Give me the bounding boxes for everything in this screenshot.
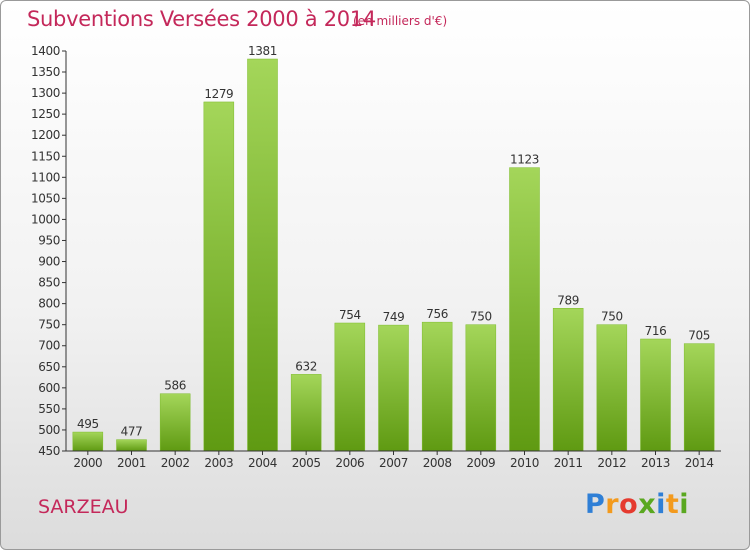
x-tick-label: 2006 [335,456,364,470]
x-tick-label: 2007 [379,456,408,470]
bar-value-label: 705 [688,329,710,343]
y-tick-label: 1150 [31,149,60,163]
bar-value-label: 495 [77,417,99,431]
logo-letter: x [638,489,657,520]
bar-value-label: 716 [645,324,667,338]
logo-letter: o [619,489,639,520]
y-tick-label: 650 [38,360,60,374]
commune-name: SARZEAU [38,496,129,518]
x-tick-label: 2001 [117,456,146,470]
bar-value-label: 754 [339,308,361,322]
chart-title: Subventions Versées 2000 à 2014 [27,7,376,31]
y-tick-label: 450 [38,444,60,458]
bar-value-label: 1381 [248,44,277,58]
x-tick-label: 2012 [597,456,626,470]
x-tick-label: 2002 [161,456,190,470]
x-tick-label: 2009 [466,456,495,470]
bar-value-label: 586 [164,379,186,393]
bar [116,439,147,452]
logo-letter: P [585,489,606,520]
y-tick-label: 1100 [31,170,60,184]
x-tick-label: 2008 [423,456,452,470]
x-tick-label: 2011 [554,456,583,470]
bar [247,58,278,452]
bar-value-label: 1279 [204,87,233,101]
bar [640,338,671,452]
bar-value-label: 1123 [510,153,539,167]
y-tick-label: 750 [38,318,60,332]
bar [465,324,497,452]
y-tick-label: 900 [38,255,60,269]
y-tick-label: 700 [38,339,60,353]
y-tick-label: 950 [38,233,60,247]
logo-letter: i [679,489,690,520]
x-tick-label: 2005 [292,456,321,470]
bar [72,431,104,452]
bar [334,322,366,452]
logo-letter: i [656,489,666,520]
logo-letter: t [665,489,680,520]
proxiti-logo[interactable]: Proxiti [585,489,689,520]
bar [596,324,628,452]
x-tick-label: 2000 [73,456,102,470]
y-tick-label: 600 [38,381,60,395]
y-tick-label: 1250 [31,107,60,121]
y-tick-label: 1350 [31,65,60,79]
y-tick-label: 1200 [31,128,60,142]
bar [290,374,322,452]
bar-value-label: 477 [121,425,143,439]
bar-value-label: 750 [470,310,492,324]
y-tick-label: 1300 [31,86,60,100]
bar-value-label: 632 [295,359,317,373]
bar [509,167,540,452]
chart-subtitle: (en milliers d'€) [353,14,448,28]
bar [552,308,584,452]
y-tick-label: 1050 [31,191,60,205]
x-tick-label: 2014 [685,456,714,470]
bar [683,343,715,452]
y-tick-label: 1000 [31,212,60,226]
y-tick-label: 500 [38,423,60,437]
x-tick-label: 2004 [248,456,277,470]
x-tick-label: 2010 [510,456,539,470]
y-tick-label: 800 [38,297,60,311]
bar [203,101,235,452]
logo-letter: r [605,489,620,520]
bar-value-label: 789 [557,293,579,307]
bar [378,324,409,452]
bar-value-label: 756 [426,307,448,321]
x-tick-label: 2013 [641,456,670,470]
y-tick-label: 550 [38,402,60,416]
x-tick-label: 2003 [204,456,233,470]
bar-value-label: 750 [601,310,623,324]
bar-value-label: 749 [383,310,405,324]
bar [421,321,453,452]
bar [159,393,191,452]
y-tick-label: 1400 [31,44,60,58]
y-tick-label: 850 [38,276,60,290]
